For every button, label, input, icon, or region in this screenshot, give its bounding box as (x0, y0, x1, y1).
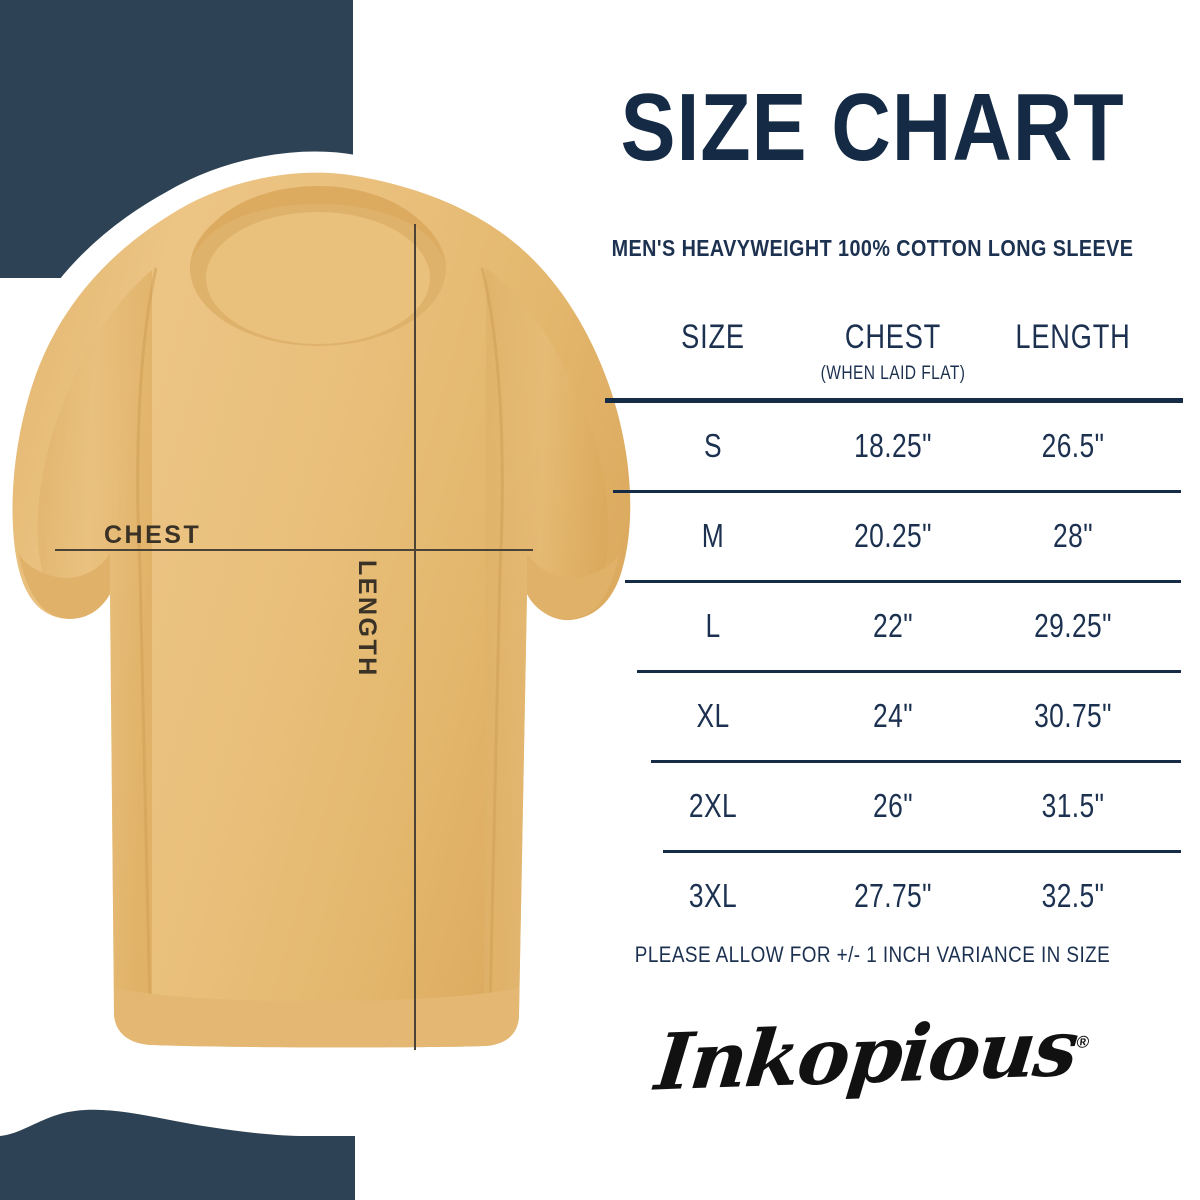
cell-chest: 20.25ʺ (854, 517, 932, 554)
row-divider (651, 760, 1181, 763)
cell-size: 3XL (688, 877, 738, 914)
table-header-row: SIZE CHEST LENGTH (WHEN LAID FLAT) (603, 310, 1185, 398)
cell-length: 30.75ʺ (1034, 697, 1112, 734)
navy-panel-bottom (0, 1040, 360, 1200)
table-row: S 18.25ʺ 26.5ʺ (603, 403, 1185, 493)
table-row: XL 24ʺ 30.75ʺ (603, 673, 1185, 763)
registered-trademark-icon: ® (1075, 1032, 1091, 1052)
column-header-length: LENGTH (1015, 318, 1131, 356)
chart-panel: SIZE CHART MEN'S HEAVYWEIGHT 100% COTTON… (545, 0, 1200, 1200)
cell-length: 31.5ʺ (1041, 787, 1105, 824)
cell-size: M (701, 517, 725, 554)
shirt-illustration (0, 150, 660, 1090)
cell-length: 32.5ʺ (1041, 877, 1105, 914)
brand-name: Inkopious (651, 1002, 1081, 1109)
brand-logo-text: Inkopious® (651, 1003, 1093, 1109)
cell-size: 2XL (688, 787, 738, 824)
row-divider (663, 850, 1181, 853)
cell-chest: 22ʺ (873, 607, 913, 644)
column-header-chest-sublabel: (WHEN LAID FLAT) (820, 363, 966, 384)
cell-chest: 24ʺ (873, 697, 913, 734)
row-divider (625, 580, 1181, 583)
table-row: L 22ʺ 29.25ʺ (603, 583, 1185, 673)
row-divider (613, 490, 1181, 493)
cell-chest: 26ʺ (873, 787, 913, 824)
length-measurement-line (414, 224, 416, 1050)
page-subtitle: MEN'S HEAVYWEIGHT 100% COTTON LONG SLEEV… (611, 235, 1134, 261)
cell-length: 29.25ʺ (1034, 607, 1112, 644)
row-divider (637, 670, 1181, 673)
size-table: SIZE CHEST LENGTH (WHEN LAID FLAT) S 18.… (603, 310, 1185, 943)
cell-length: 26.5ʺ (1041, 427, 1105, 464)
table-row: M 20.25ʺ 28ʺ (603, 493, 1185, 583)
chest-measurement-line (55, 549, 533, 551)
cell-size: L (705, 607, 721, 644)
variance-note: PLEASE ALLOW FOR +/- 1 INCH VARIANCE IN … (634, 942, 1111, 967)
brand-logo: Inkopious® (545, 1003, 1200, 1109)
page-title: SIZE CHART (620, 74, 1125, 181)
table-header-rule (605, 398, 1183, 403)
cell-size: S (703, 427, 722, 464)
column-header-size: SIZE (681, 318, 745, 356)
table-row: 3XL 27.75ʺ 32.5ʺ (603, 853, 1185, 943)
cell-chest: 18.25ʺ (854, 427, 932, 464)
column-header-chest: CHEST (844, 318, 942, 356)
length-measurement-label: LENGTH (353, 560, 381, 678)
cell-chest: 27.75ʺ (854, 877, 932, 914)
cell-size: XL (696, 697, 730, 734)
table-row: 2XL 26ʺ 31.5ʺ (603, 763, 1185, 853)
chest-measurement-label: CHEST (104, 521, 202, 549)
cell-length: 28ʺ (1053, 517, 1093, 554)
